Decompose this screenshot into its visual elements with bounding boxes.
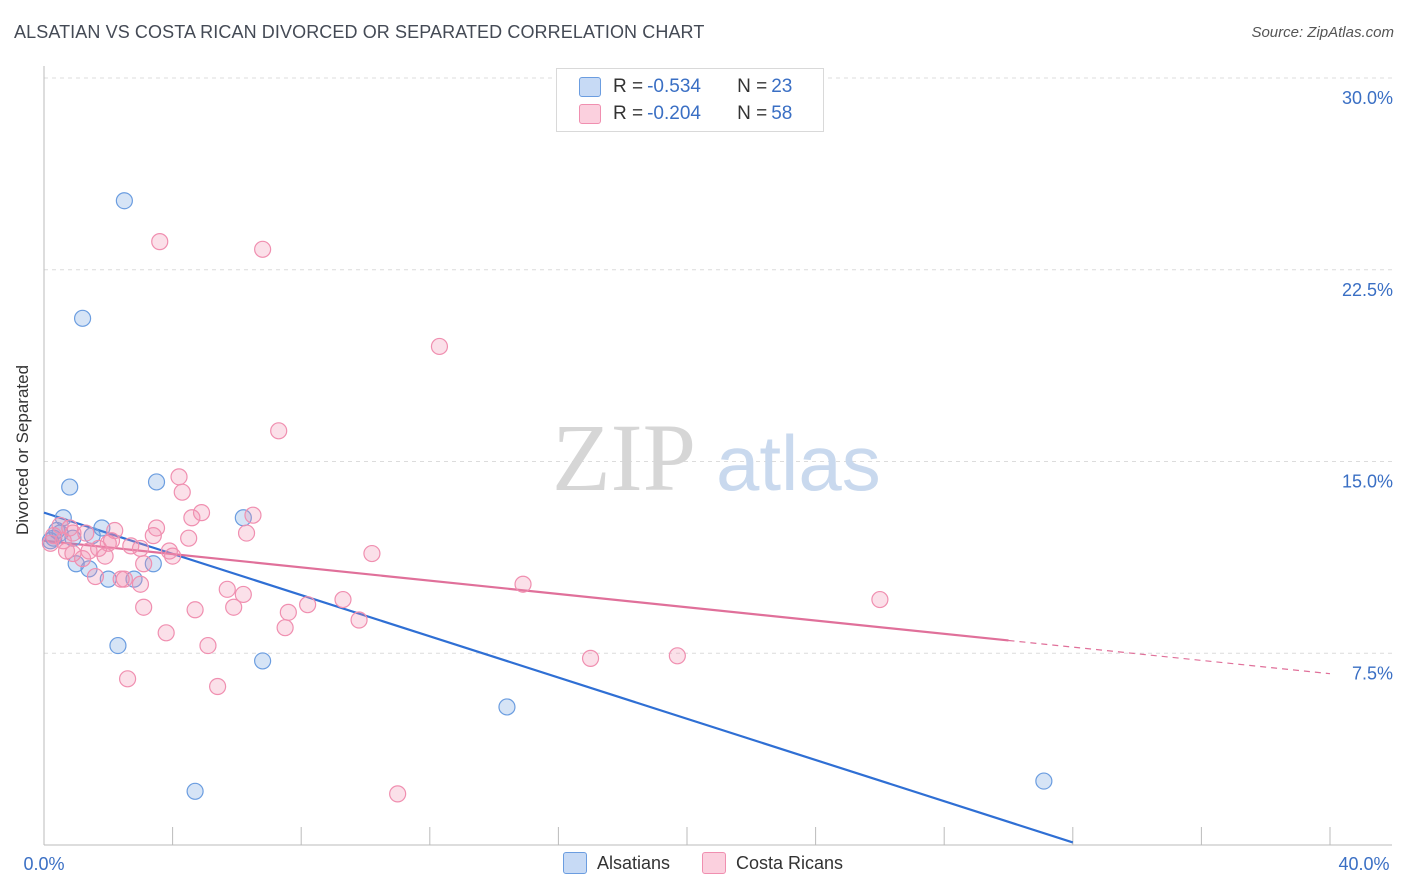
costa-ricans-n-label: N = [737, 103, 768, 124]
alsatians-trend-line [43, 511, 1074, 844]
costa-ricans-point [183, 509, 201, 527]
alsatians-point [147, 473, 166, 491]
y-axis-label: Divorced or Separated [13, 364, 33, 536]
alsatians-point [109, 636, 127, 655]
alsatians-point [61, 478, 79, 496]
alsatians-n-label: N = [737, 76, 768, 97]
x-tick-label-max: 40.0% [1338, 854, 1389, 874]
costa-ricans-point [186, 601, 204, 619]
alsatians-r-value: -0.534 [647, 76, 701, 97]
alsatians-point [115, 192, 133, 210]
costa-ricans-point [180, 529, 198, 547]
costa-ricans-point [334, 590, 352, 609]
watermark-atlas: atlas [716, 419, 881, 507]
costa-ricans-point [209, 677, 227, 696]
alsatians-swatch-icon [579, 77, 601, 97]
axes [43, 66, 1392, 846]
alsatians-point [73, 309, 92, 327]
costa-ricans-point [131, 575, 150, 593]
costa-ricans-n-value: 58 [771, 103, 793, 124]
costa-ricans-point [144, 527, 162, 545]
alsatians-point [144, 555, 162, 573]
costa-ricans-point [45, 527, 63, 545]
costa-ricans-legend-icon [702, 852, 726, 874]
costa-ricans-point [514, 575, 532, 593]
costa-ricans-point [173, 483, 191, 501]
costa-ricans-point [430, 337, 449, 356]
source-label: Source: ZipAtlas.com [1251, 24, 1394, 41]
stats-legend: R = -0.534 N = 23 R = -0.204 N = 58 [556, 68, 824, 132]
watermark-zip: ZIP [552, 404, 696, 511]
trend-lines [43, 511, 1331, 844]
costa-ricans-point [157, 624, 175, 642]
costa-ricans-point [151, 233, 169, 251]
costa-ricans-point [199, 636, 217, 655]
costa-ricans-r-value: -0.204 [647, 103, 701, 124]
costa-ricans-point [668, 647, 686, 665]
costa-ricans-point [279, 603, 297, 621]
costa-ricans-trend-line [43, 539, 1009, 642]
costa-ricans-point [192, 504, 211, 522]
alsatians-point [498, 698, 516, 716]
grid-lines [44, 77, 1392, 654]
tick-labels: 7.5% 15.0% 22.5% 30.0% 0.0% 40.0% [23, 88, 1393, 874]
costa-ricans-point [73, 550, 92, 568]
costa-ricans-point [102, 532, 121, 550]
costa-ricans-r-label: R = [613, 103, 644, 124]
alsatians-n-value: 23 [771, 76, 793, 97]
series-legend: Alsatians Costa Ricans [0, 852, 1406, 874]
costa-ricans-point [135, 555, 153, 573]
alsatians-point [186, 782, 204, 800]
costa-ricans-point [350, 611, 368, 629]
legend-row-costa-ricans: R = -0.204 N = 58 [579, 102, 792, 126]
costa-ricans-point [170, 468, 188, 486]
costa-ricans-point [218, 580, 236, 598]
alsatians-legend-icon [562, 852, 587, 874]
legend-item-costa-ricans[interactable]: Costa Ricans [702, 852, 843, 874]
costa-ricans-point [871, 590, 889, 609]
alsatians-point [1035, 772, 1053, 790]
costa-ricans-point [99, 534, 117, 552]
legend-label-alsatians: Alsatians [596, 852, 670, 873]
costa-ricans-point [225, 598, 243, 616]
costa-ricans-swatch-icon [579, 104, 601, 124]
legend-item-alsatians[interactable]: Alsatians [562, 852, 670, 874]
costa-ricans-point [122, 537, 140, 555]
costa-ricans-point [164, 547, 182, 565]
data-points [41, 192, 1053, 803]
x-tick-label-min: 0.0% [23, 854, 64, 874]
costa-ricans-point [64, 524, 82, 542]
y-tick-label: 22.5% [1342, 280, 1393, 300]
costa-ricans-point [131, 539, 150, 558]
costa-ricans-point [389, 785, 407, 803]
costa-ricans-point [254, 240, 272, 258]
costa-ricans-point [237, 524, 256, 542]
costa-ricans-point [276, 619, 294, 637]
costa-ricans-point [77, 524, 95, 542]
costa-ricans-point [363, 544, 381, 563]
costa-ricans-point [57, 542, 76, 560]
costa-ricans-point [581, 649, 600, 667]
costa-ricans-trend-extension [1008, 639, 1331, 675]
costa-ricans-point [299, 596, 317, 614]
alsatians-r-label: R = [613, 76, 644, 97]
y-tick-label: 30.0% [1342, 88, 1393, 108]
costa-ricans-point [135, 598, 153, 616]
costa-ricans-point [118, 670, 137, 688]
costa-ricans-point [96, 547, 114, 565]
costa-ricans-point [115, 570, 133, 588]
alsatians-point [254, 652, 272, 670]
costa-ricans-point [270, 422, 288, 440]
y-tick-label: 15.0% [1342, 472, 1393, 492]
costa-ricans-point [160, 542, 178, 560]
costa-ricans-point [86, 567, 105, 586]
legend-row-alsatians: R = -0.534 N = 23 [579, 75, 792, 99]
costa-ricans-point [234, 585, 252, 604]
legend-label-costa-ricans: Costa Ricans [736, 852, 844, 873]
costa-ricans-point [244, 506, 262, 524]
chart-title: ALSATIAN VS COSTA RICAN DIVORCED OR SEPA… [14, 22, 705, 42]
y-tick-label: 7.5% [1352, 663, 1393, 683]
